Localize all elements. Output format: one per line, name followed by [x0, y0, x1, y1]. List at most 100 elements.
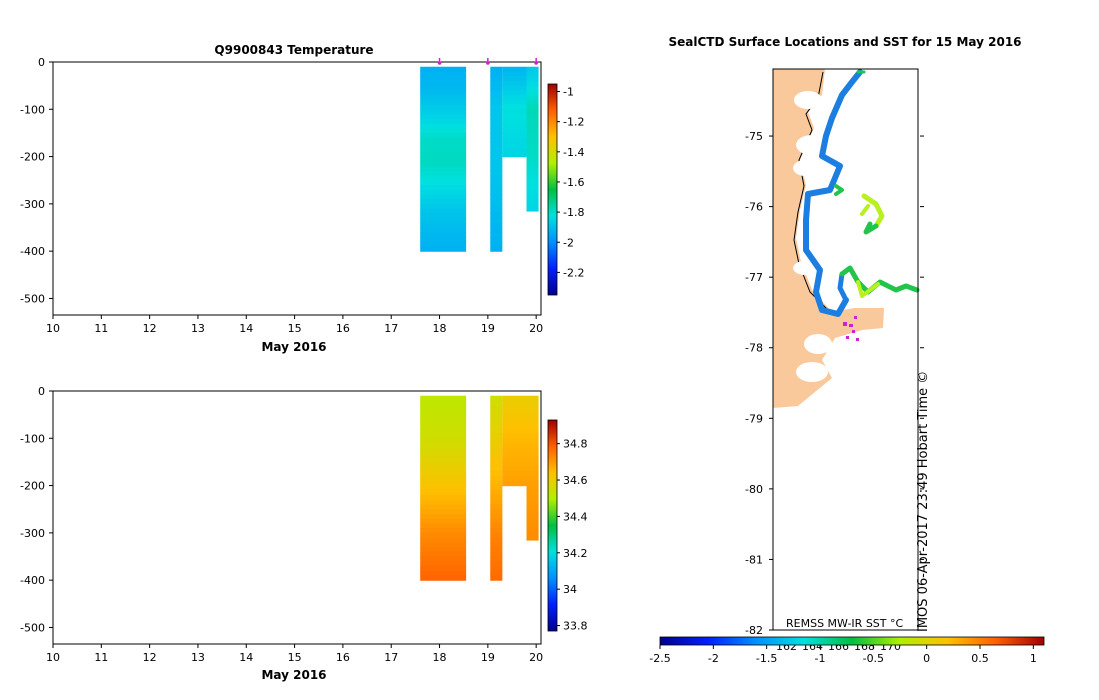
- profile-cell: [490, 561, 503, 567]
- profile-cell: [420, 170, 467, 177]
- profile-cell: [420, 504, 467, 510]
- profile-cell: [420, 104, 467, 110]
- profile-cell: [490, 461, 503, 468]
- profile-cell: [526, 480, 539, 487]
- profile-cell: [490, 151, 503, 158]
- profile-cell: [502, 395, 527, 402]
- profile-cell: [490, 504, 503, 510]
- profile-cell: [420, 80, 467, 87]
- profile-cell: [420, 452, 467, 458]
- y-tick-label: -300: [20, 198, 45, 211]
- profile-cell: [526, 447, 539, 454]
- profile-cell: [490, 147, 503, 153]
- profile-cell: [502, 438, 527, 444]
- salinity-panel: 10 11 12 13 14 15 16 17 18 19 20 0 -100 -200 -300 -400…: [20, 385, 587, 682]
- profile-cell: [490, 227, 503, 233]
- profile-cell: [526, 395, 539, 402]
- profile-cell: [526, 71, 539, 77]
- profile-cell: [420, 184, 467, 191]
- profile-cell: [490, 518, 503, 525]
- profile-cell: [526, 170, 539, 177]
- profile-cell: [490, 443, 503, 449]
- profile-cell: [420, 395, 467, 402]
- profile-cell: [526, 424, 539, 430]
- colorbar-tick-label: -1.8: [563, 206, 584, 219]
- profile-cell: [420, 499, 467, 506]
- profile-cell: [420, 76, 467, 82]
- x-tick-label: 20: [529, 651, 543, 664]
- profile-cell: [420, 556, 467, 562]
- profile-cell: [490, 537, 503, 543]
- profile-cell: [420, 400, 467, 406]
- profile-cell: [490, 499, 503, 506]
- x-tick-label: 12: [143, 651, 157, 664]
- sst-colorbar-ticks: -2.5 -2 -1.5 -1 -0.5 0 0.5 1: [649, 645, 1037, 665]
- profile-cell: [420, 218, 467, 224]
- profile-cell: [502, 471, 527, 477]
- salinity-axes-frame: [52, 390, 542, 645]
- y-tick-label: 0: [38, 385, 45, 398]
- lat-tick-label: -80: [745, 483, 763, 496]
- y-tick-label: -200: [20, 480, 45, 493]
- temperature-colorbar: [548, 84, 557, 295]
- x-tick-label: 19: [481, 651, 495, 664]
- profile-cell: [420, 132, 467, 139]
- profile-cell: [502, 142, 527, 148]
- salinity-y-axis: 0 -100 -200 -300 -400 -500: [20, 385, 53, 634]
- profile-cell: [526, 495, 539, 501]
- profile-cell: [420, 246, 467, 252]
- profile-cell: [502, 424, 527, 430]
- profile-cell: [502, 95, 527, 101]
- profile-cell: [526, 452, 539, 458]
- profile-cell: [490, 189, 503, 196]
- y-tick-label: -300: [20, 527, 45, 540]
- profile-cell: [502, 409, 527, 416]
- profile-cell: [526, 518, 539, 525]
- profile-cell: [526, 180, 539, 186]
- x-tick-label: 13: [191, 322, 205, 335]
- profile-cell: [526, 476, 539, 482]
- profile-cell: [420, 414, 467, 420]
- profile-cell: [490, 156, 503, 162]
- profile-cell: [490, 547, 503, 553]
- colorbar-tick-label: 34.2: [563, 547, 588, 560]
- profile-cell: [420, 71, 467, 77]
- temperature-xlabel: May 2016: [261, 340, 326, 354]
- profile-cell: [526, 504, 539, 510]
- profile-cell: [490, 424, 503, 430]
- lat-tick-label: -76: [745, 201, 763, 214]
- profile-positions: [843, 316, 859, 341]
- profile-cell: [502, 400, 527, 406]
- profile-cell: [526, 85, 539, 91]
- profile-cell: [420, 180, 467, 186]
- profile-cell: [490, 395, 503, 402]
- profile-marker-dot: [437, 61, 442, 65]
- profile-cell: [490, 142, 503, 148]
- profile-cell: [420, 565, 467, 572]
- profile-cell: [490, 433, 503, 439]
- profile-cell: [490, 495, 503, 501]
- profile-cell: [526, 128, 539, 134]
- profile-cell: [490, 447, 503, 454]
- profile-cell: [526, 166, 539, 172]
- x-tick-label: 19: [481, 322, 495, 335]
- profile-cell: [490, 246, 503, 252]
- x-tick-label: 11: [94, 322, 108, 335]
- watermark-text: IMOS 06-Apr-2017 23:49 Hobart Time ©: [916, 371, 931, 632]
- profile-cell: [490, 523, 503, 529]
- profile-cell: [490, 166, 503, 172]
- profile-cell: [526, 461, 539, 468]
- profile-cell: [420, 66, 467, 73]
- map-panel: SealCTD Surface Locations and SST for 15…: [649, 35, 1045, 665]
- profile-cell: [490, 128, 503, 134]
- colorbar-tick-label: -1.4: [563, 146, 584, 159]
- profile-cell: [420, 175, 467, 181]
- y-tick-label: -400: [20, 245, 45, 258]
- profile-cell: [490, 170, 503, 177]
- profile-cell: [420, 447, 467, 454]
- temperature-y-axis: 0 -100 -200 -300 -400 -500: [20, 56, 53, 305]
- profile-cell: [420, 166, 467, 172]
- profile-cell: [490, 528, 503, 534]
- profile-cell: [526, 137, 539, 143]
